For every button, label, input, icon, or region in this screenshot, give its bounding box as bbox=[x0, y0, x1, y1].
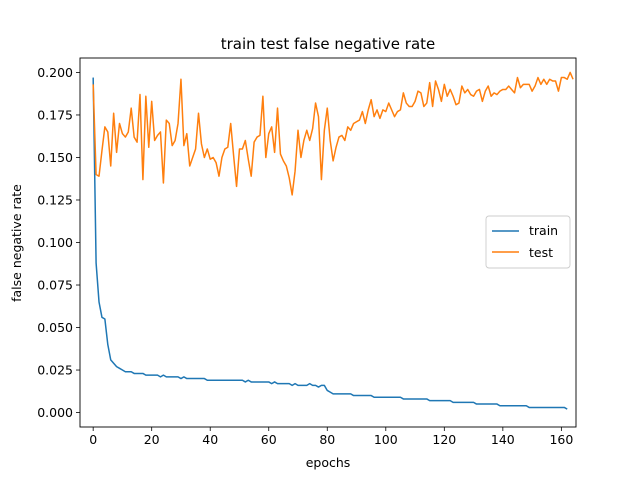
x-axis: 0 20 40 60 80 100 120 140 160 bbox=[89, 427, 573, 447]
y-tick-label: 0.200 bbox=[37, 65, 73, 80]
x-tick-label: 0 bbox=[89, 432, 97, 447]
series-line-train bbox=[92, 77, 568, 410]
x-axis-label: epochs bbox=[306, 455, 351, 470]
legend-box bbox=[485, 215, 571, 269]
x-tick-label: 120 bbox=[432, 432, 456, 447]
legend-label-test: test bbox=[529, 245, 553, 260]
x-tick-label: 160 bbox=[549, 432, 573, 447]
x-tick-label: 60 bbox=[261, 432, 277, 447]
x-tick-label: 20 bbox=[144, 432, 160, 447]
series-line-test bbox=[92, 71, 574, 196]
series-layer bbox=[92, 71, 574, 410]
y-tick-label: 0.125 bbox=[37, 192, 73, 207]
y-tick-label: 0.075 bbox=[37, 278, 73, 293]
y-tick-label: 0.050 bbox=[37, 320, 73, 335]
y-axis: 0.000 0.025 0.050 0.075 0.100 0.125 0.150 0.175… bbox=[37, 65, 80, 420]
y-tick-label: 0.100 bbox=[37, 235, 73, 250]
y-tick-label: 0.150 bbox=[37, 150, 73, 165]
legend-label-train: train bbox=[529, 223, 558, 238]
x-tick-label: 140 bbox=[491, 432, 515, 447]
legend: train test bbox=[485, 215, 571, 269]
y-tick-label: 0.175 bbox=[37, 107, 73, 122]
x-tick-label: 100 bbox=[374, 432, 398, 447]
x-tick-label: 80 bbox=[319, 432, 335, 447]
y-tick-label: 0.000 bbox=[37, 405, 73, 420]
chart-title: train test false negative rate bbox=[221, 35, 436, 53]
y-tick-label: 0.025 bbox=[37, 363, 73, 378]
y-axis-label: false negative rate bbox=[9, 184, 24, 302]
x-tick-label: 40 bbox=[202, 432, 218, 447]
